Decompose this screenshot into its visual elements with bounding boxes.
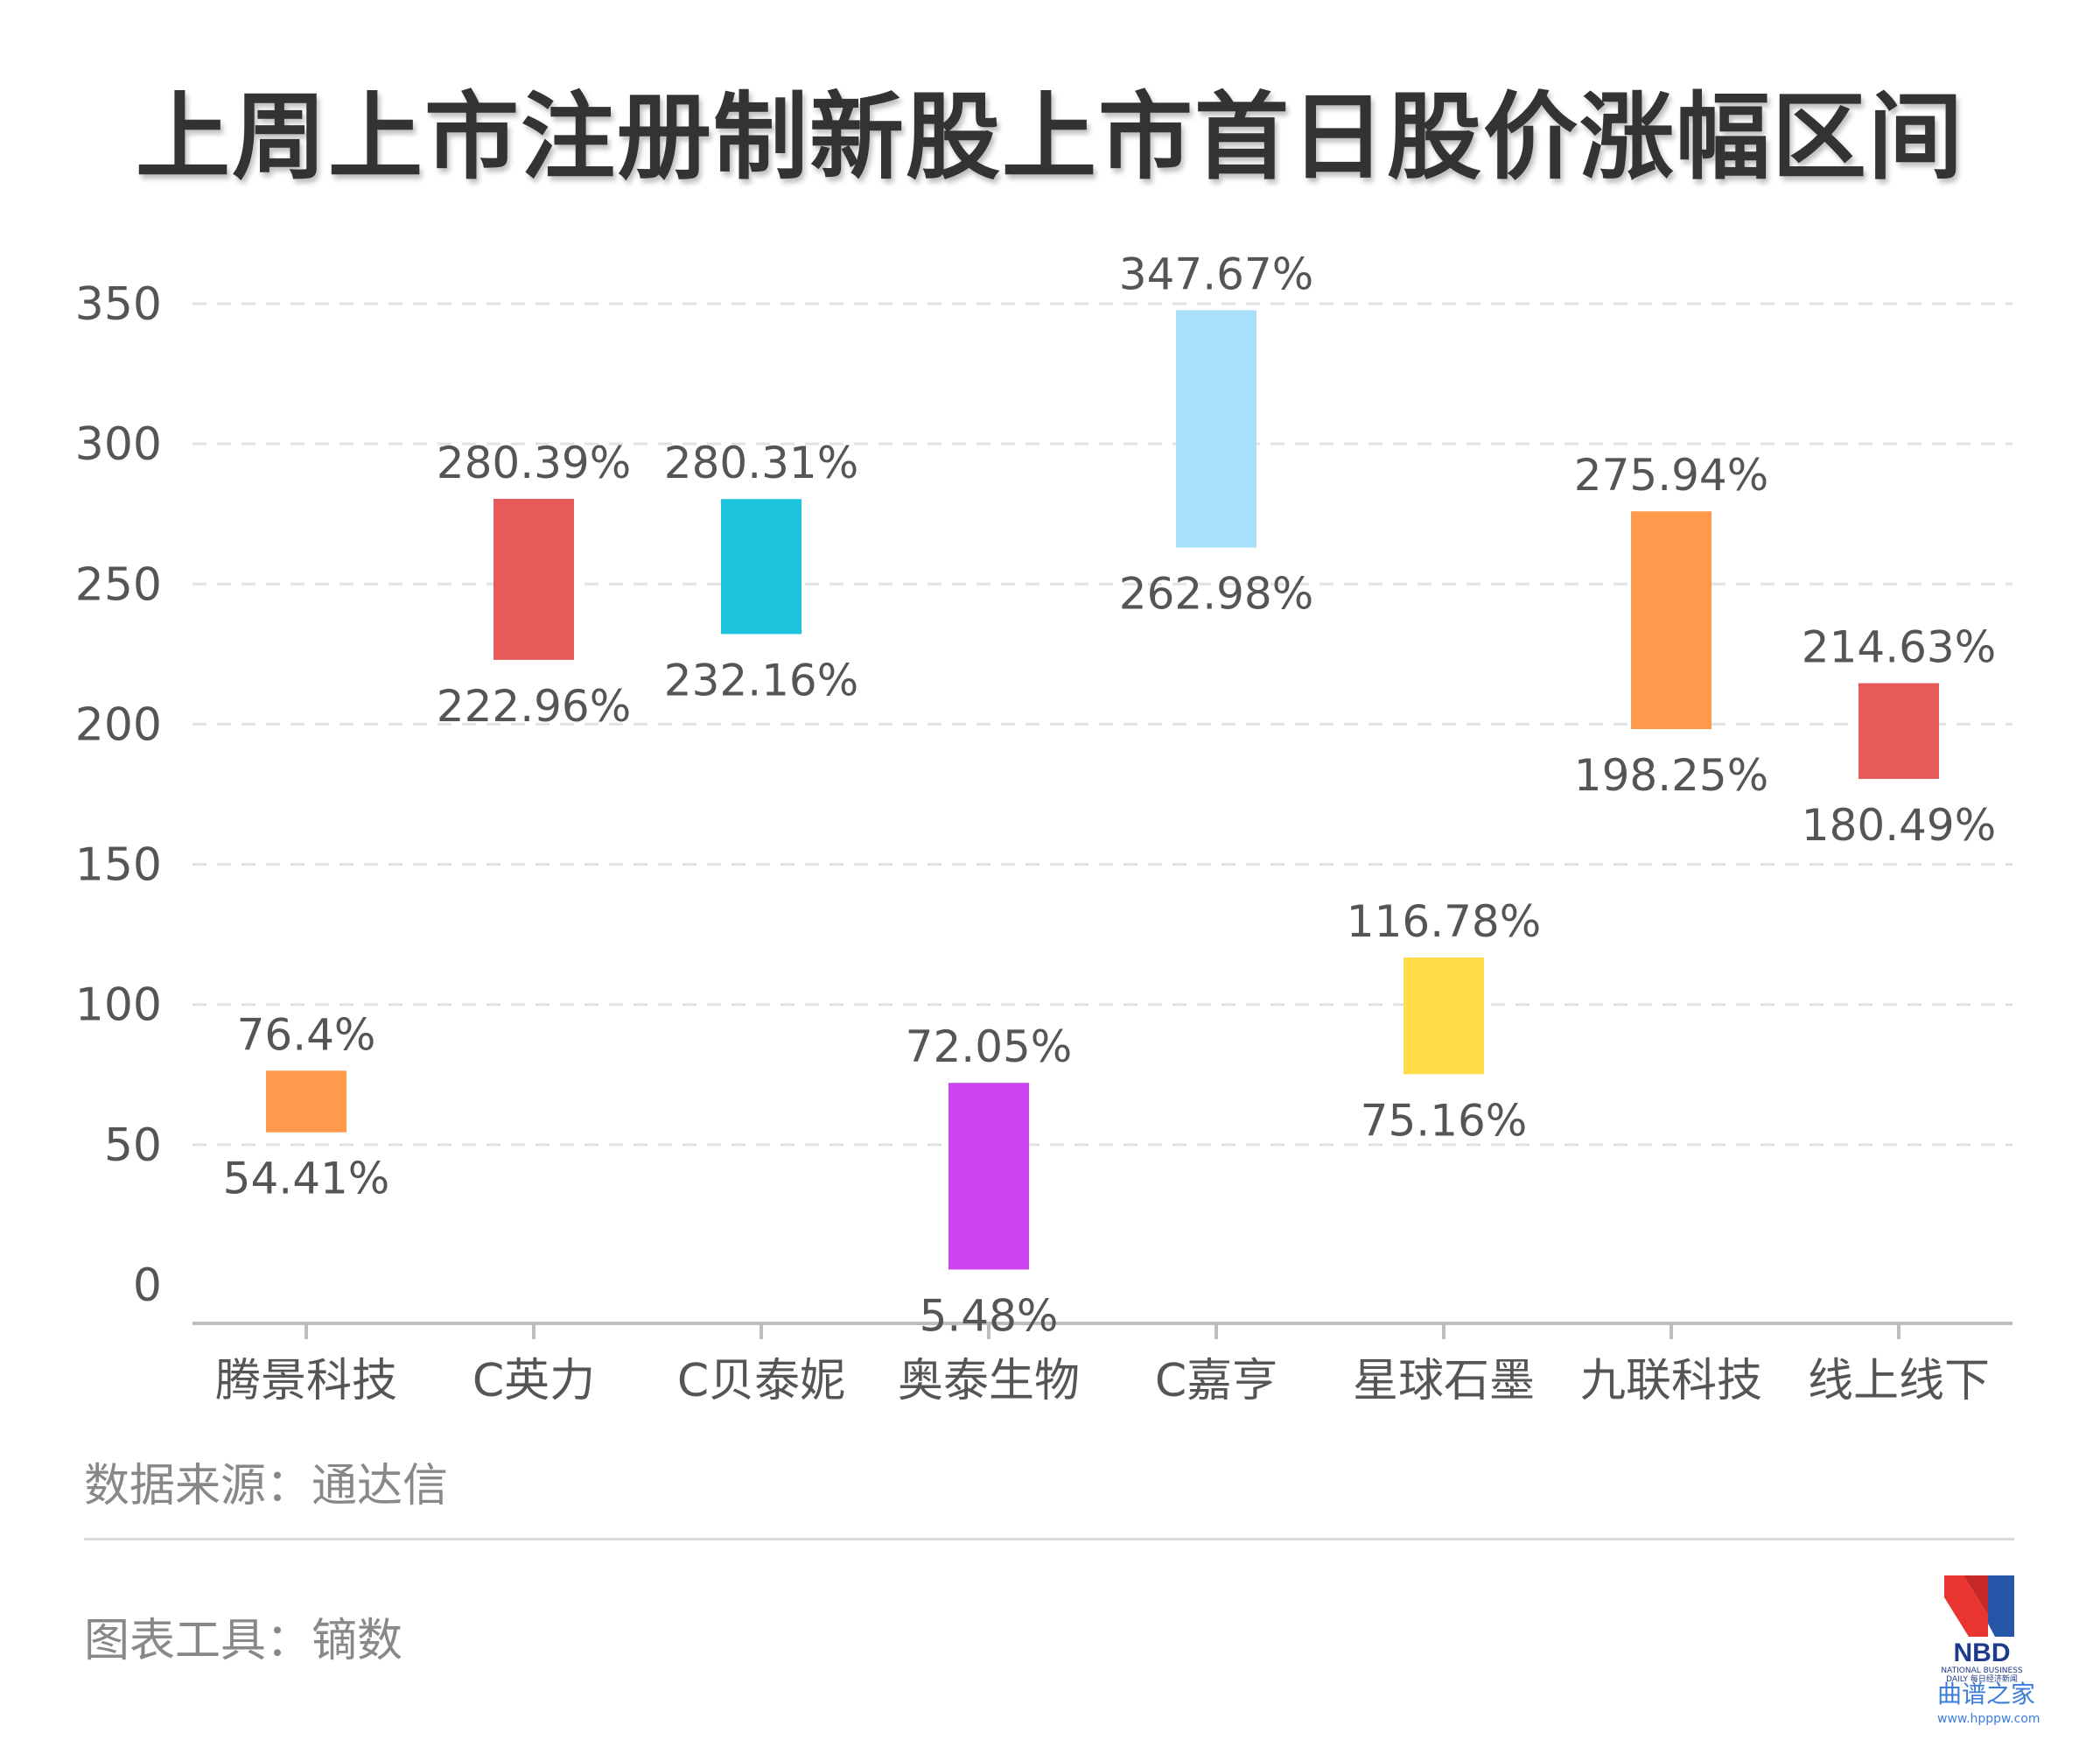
range-bar — [494, 498, 574, 660]
low-value-label: 5.48% — [920, 1290, 1059, 1341]
high-value-label: 347.67% — [1119, 249, 1313, 299]
nbd-logo-text: NBD — [1953, 1638, 2011, 1667]
high-value-label: 275.94% — [1574, 450, 1768, 501]
y-tick-label: 50 — [104, 1119, 162, 1172]
x-tick-label: 线上线下 — [1808, 1355, 1990, 1407]
nbd-logo: NBD NATIONAL BUSINESS DAILY 每日经济新闻 — [1941, 1575, 2023, 1684]
low-value-label: 262.98% — [1119, 569, 1313, 620]
low-value-label: 54.41% — [223, 1154, 390, 1204]
low-value-label: 232.16% — [664, 655, 858, 705]
y-tick-label: 100 — [75, 979, 162, 1032]
range-bar — [266, 1070, 346, 1133]
x-tick-label: 腾景科技 — [215, 1355, 397, 1407]
range-bar — [721, 499, 802, 635]
low-value-label: 75.16% — [1361, 1095, 1528, 1146]
low-value-label: 222.96% — [437, 681, 631, 732]
data-source-note: 数据来源：通达信 — [84, 1460, 449, 1512]
watermark-text: 曲谱之家 — [1937, 1680, 2036, 1708]
range-bar — [1176, 310, 1256, 548]
x-tick-label: C嘉亨 — [1155, 1355, 1278, 1407]
high-value-label: 116.78% — [1347, 896, 1541, 947]
y-tick-label: 0 — [133, 1259, 162, 1312]
high-value-label: 280.39% — [437, 438, 631, 488]
range-bar — [1404, 957, 1484, 1075]
nbd-logo-subtext: NATIONAL BUSINESS DAILY 每日经济新闻 — [1941, 1666, 2023, 1684]
x-tick-label: C英力 — [472, 1355, 595, 1407]
watermark: 曲谱之家 www.hpppw.com — [1937, 1682, 2095, 1731]
low-value-label: 198.25% — [1574, 750, 1768, 801]
watermark-url: www.hpppw.com — [1937, 1712, 2040, 1726]
y-tick-label: 150 — [75, 839, 162, 892]
low-value-label: 180.49% — [1802, 800, 1996, 851]
x-tick-label: 星球石墨 — [1353, 1355, 1535, 1407]
x-tick-label: 奥泰生物 — [898, 1355, 1080, 1407]
y-tick-label: 300 — [75, 418, 162, 471]
x-tick-label: 九联科技 — [1580, 1355, 1762, 1407]
y-tick-label: 200 — [75, 698, 162, 751]
y-tick-label: 250 — [75, 558, 162, 611]
range-bar — [1631, 511, 1712, 730]
chart-tool-note: 图表工具：镝数 — [84, 1615, 403, 1667]
high-value-label: 76.4% — [237, 1009, 376, 1060]
high-value-label: 72.05% — [906, 1021, 1073, 1072]
footer-divider — [84, 1538, 2014, 1540]
chart-title: 上周上市注册制新股上市首日股价涨幅区间 — [135, 83, 1964, 193]
nbd-logo-icon — [1944, 1575, 2014, 1637]
range-bar — [1858, 683, 1939, 779]
chart-svg: 0 50 100 150 200 250 300 350 腾景科技 76.4% 54.41% C英力 2… — [75, 249, 2012, 1407]
high-value-label: 214.63% — [1802, 622, 1996, 673]
range-bar — [948, 1083, 1029, 1270]
high-value-label: 280.31% — [664, 438, 858, 488]
y-tick-label: 350 — [75, 278, 162, 331]
x-tick-label: C贝泰妮 — [677, 1355, 845, 1407]
